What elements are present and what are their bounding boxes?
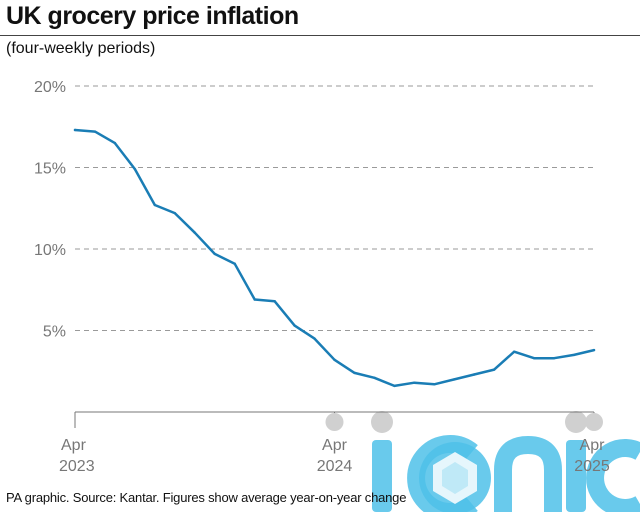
- data-point: [113, 141, 117, 145]
- x-tick-dot: [585, 413, 603, 431]
- data-point: [592, 348, 596, 352]
- data-point: [193, 231, 196, 234]
- watermark-dot: [371, 411, 393, 433]
- data-point: [413, 381, 416, 384]
- data-point: [512, 350, 516, 353]
- data-point: [552, 357, 556, 360]
- source-note: PA graphic. Source: Kantar. Figures show…: [6, 490, 407, 505]
- watermark-dot-2: [565, 411, 587, 433]
- x-tick-label-month: Apr: [322, 437, 348, 454]
- data-point: [73, 128, 77, 132]
- x-tick-dot: [325, 413, 344, 431]
- data-point: [373, 376, 376, 379]
- data-point: [133, 167, 137, 171]
- data-point: [153, 203, 157, 207]
- data-point: [453, 378, 456, 381]
- y-tick-label: 15%: [34, 161, 66, 178]
- watermark-logo-o: [419, 442, 491, 512]
- data-point: [93, 130, 97, 133]
- data-point: [393, 384, 396, 388]
- data-point: [253, 298, 256, 301]
- data-point: [333, 358, 336, 362]
- chart-title: UK grocery price inflation: [6, 2, 299, 30]
- inflation-series-line: [73, 128, 596, 388]
- data-point: [233, 262, 236, 265]
- x-tick-label-year: 2025: [574, 458, 610, 475]
- data-point: [313, 337, 316, 340]
- data-point: [532, 357, 536, 360]
- data-point: [492, 368, 496, 371]
- y-tick-label: 10%: [34, 242, 66, 259]
- data-point: [213, 252, 216, 256]
- data-point: [572, 353, 576, 357]
- data-point: [473, 373, 476, 376]
- watermark-letter-i: [372, 440, 392, 512]
- x-tick-label-month: Apr: [61, 437, 87, 454]
- x-tick-label-month: Apr: [580, 437, 606, 454]
- data-point: [173, 211, 177, 215]
- data-point: [353, 371, 356, 375]
- x-tick-label-year: 2024: [317, 458, 353, 475]
- chart-subtitle: (four-weekly periods): [6, 40, 156, 57]
- y-tick-label: 5%: [43, 324, 66, 341]
- watermark-letter-i-2: [566, 440, 586, 512]
- x-tick-label-year: 2023: [59, 458, 95, 475]
- y-tick-label: 20%: [34, 79, 66, 96]
- title-divider: [0, 35, 640, 36]
- watermark: [371, 411, 640, 512]
- watermark-letter-n: [494, 435, 562, 512]
- data-point: [293, 324, 296, 327]
- data-point: [273, 299, 276, 303]
- watermark-letter-c-2: [586, 439, 640, 512]
- data-point: [433, 383, 436, 386]
